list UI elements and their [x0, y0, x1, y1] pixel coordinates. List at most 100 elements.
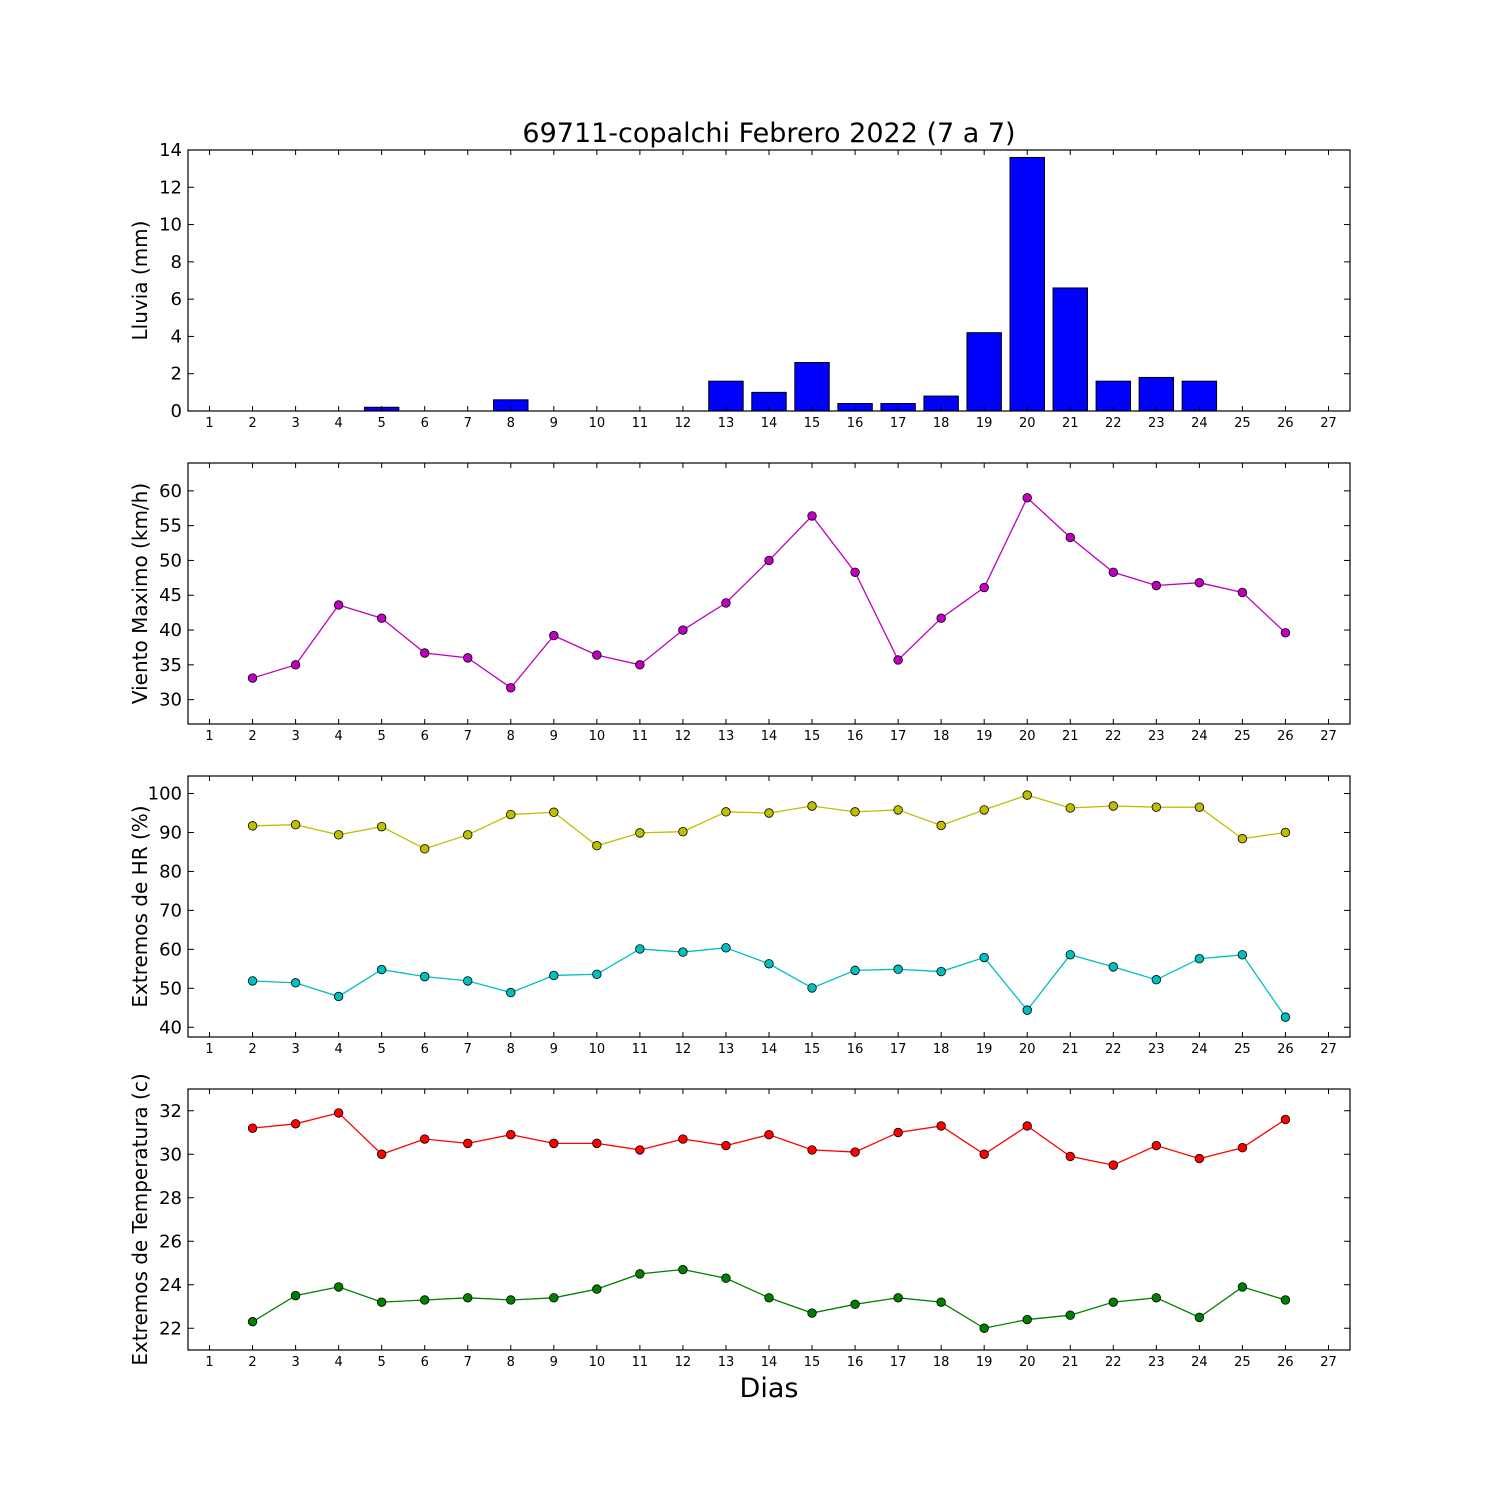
humidity-series-0-point-14	[764, 808, 774, 818]
humidity-series-0-point-17	[893, 805, 903, 815]
temperature-series-1-point-12	[678, 1264, 688, 1275]
temperature-series-0-point-7	[463, 1138, 473, 1149]
humidity-series-1-point-26	[1280, 1012, 1291, 1022]
rain-xtick-label: 12	[675, 416, 692, 431]
humidity-xtick-label: 14	[761, 1042, 778, 1057]
temperature-series-0-point-24	[1194, 1153, 1205, 1164]
wind-panel: 1 2 3 4 5 6 7 8 9 10 11 12 13 14 15 16 17 18 19 20 21 22 23 24 2…	[128, 462, 1351, 744]
humidity-xtick-label: 6	[421, 1042, 429, 1057]
rain-ytick-label: 12	[159, 177, 182, 198]
wind-series-0-point-19	[979, 582, 989, 593]
temperature-series-0-point-25	[1237, 1143, 1248, 1153]
humidity-xtick-label: 8	[507, 1042, 515, 1057]
temperature-xtick-label: 3	[291, 1355, 299, 1370]
humidity-series-0-point-9	[549, 807, 559, 817]
rain-xtick-label: 10	[589, 416, 606, 431]
temperature-series-0-point-20	[1022, 1121, 1032, 1131]
temperature-series-0-point-13	[721, 1140, 731, 1151]
temperature-series-0-point-6	[420, 1134, 430, 1144]
rain-xtick-label: 3	[291, 416, 299, 431]
humidity-series-0-point-13	[721, 807, 731, 817]
humidity-series-1-point-11	[635, 944, 645, 954]
rain-xtick-label: 6	[421, 416, 429, 431]
wind-series-0-point-11	[635, 660, 645, 670]
humidity-xtick-label: 20	[1019, 1042, 1036, 1057]
humidity-series-1-point-7	[463, 976, 473, 986]
temperature-xtick-label: 2	[248, 1355, 256, 1370]
temperature-panel: 1 2 3 4 5 6 7 8 9 10 11 12 13 14 15 16 17 18 19 20 21 22 23 24 2…	[128, 1073, 1351, 1370]
temperature-series-1-point-8	[506, 1295, 516, 1305]
temperature-series-1-point-11	[635, 1269, 645, 1279]
rain-xtick-label: 17	[890, 416, 907, 431]
wind-ytick-label: 60	[159, 481, 182, 502]
wind-series-0-point-20	[1022, 493, 1032, 503]
temperature-series-1-point-15	[807, 1308, 817, 1318]
humidity-panel: 1 2 3 4 5 6 7 8 9 10 11 12 13 14 15 16 17 18 19 20 21 22 23 24 2…	[128, 775, 1351, 1057]
rain-bar-15	[794, 362, 830, 412]
humidity-xtick-label: 7	[464, 1042, 472, 1057]
humidity-ytick-label: 50	[159, 978, 182, 999]
temperature-series-0-point-3	[290, 1119, 301, 1129]
humidity-series-0-point-24	[1194, 802, 1205, 812]
humidity-series-0-point-3	[290, 819, 301, 830]
temperature-series-1-point-25	[1237, 1282, 1248, 1292]
temperature-series-0-point-9	[549, 1138, 559, 1149]
wind-ytick-label: 45	[159, 585, 182, 606]
wind-xtick-label: 27	[1320, 729, 1337, 744]
humidity-xtick-label: 19	[976, 1042, 993, 1057]
wind-series-0-point-9	[549, 630, 559, 641]
rain-y-axis-label: Lluvia (mm)	[128, 221, 152, 341]
temperature-series-1-point-5	[376, 1297, 387, 1307]
temperature-series-0-point-21	[1065, 1151, 1075, 1162]
temperature-xtick-label: 4	[334, 1355, 342, 1370]
temperature-ytick-label: 24	[159, 1275, 182, 1296]
wind-xtick-label: 17	[890, 729, 907, 744]
humidity-series-0-point-4	[333, 830, 344, 840]
rain-xtick-label: 11	[632, 416, 649, 431]
humidity-xtick-label: 22	[1105, 1042, 1122, 1057]
rain-xtick-label: 13	[718, 416, 735, 431]
x-axis-label: Dias	[740, 1373, 799, 1404]
humidity-series-0-point-2	[247, 821, 258, 831]
wind-series-0-point-15	[807, 511, 817, 521]
temperature-xtick-label: 19	[976, 1355, 993, 1370]
temperature-series-1-point-26	[1280, 1295, 1291, 1305]
wind-xtick-label: 1	[205, 729, 213, 744]
humidity-xtick-label: 1	[205, 1042, 213, 1057]
humidity-xtick-label: 3	[291, 1042, 299, 1057]
humidity-xtick-label: 26	[1277, 1042, 1294, 1057]
humidity-series-1-point-15	[807, 983, 817, 993]
humidity-ytick-label: 90	[159, 822, 182, 843]
wind-series-0-point-23	[1151, 580, 1162, 591]
humidity-y-axis-label: Extremos de HR (%)	[128, 805, 152, 1007]
temperature-series-0-point-18	[936, 1121, 946, 1131]
rain-xtick-label: 9	[550, 416, 558, 431]
humidity-series-1-point-16	[850, 965, 860, 976]
humidity-series-1-point-25	[1237, 950, 1248, 960]
rain-xtick-label: 18	[933, 416, 950, 431]
temperature-xtick-label: 12	[675, 1355, 692, 1370]
humidity-ytick-label: 40	[159, 1017, 182, 1038]
humidity-series-0-point-15	[807, 801, 817, 811]
temperature-xtick-label: 7	[464, 1355, 472, 1370]
temperature-series-1-point-14	[764, 1293, 774, 1303]
humidity-series-1-point-12	[678, 947, 688, 957]
humidity-xtick-label: 15	[804, 1042, 821, 1057]
temperature-series-1-point-9	[549, 1293, 559, 1303]
wind-series-0-point-2	[247, 673, 258, 683]
rain-panel: 1 2 3 4 5 6 7 8 9 10 11 12 13 14 15 16 17 18 19 20 21 22 23 24 2…	[128, 140, 1351, 431]
rain-ytick-label: 2	[171, 364, 182, 385]
temperature-series-0-point-23	[1151, 1140, 1162, 1151]
wind-xtick-label: 8	[507, 729, 515, 744]
rain-xtick-label: 2	[248, 416, 256, 431]
wind-xtick-label: 9	[550, 729, 558, 744]
humidity-series-0-point-20	[1022, 790, 1032, 800]
wind-series-0-point-4	[333, 600, 344, 610]
wind-xtick-label: 22	[1105, 729, 1122, 744]
temperature-series-1-point-2	[247, 1317, 258, 1327]
rain-xtick-label: 24	[1191, 416, 1208, 431]
wind-series-0-point-25	[1237, 587, 1248, 598]
wind-series-0-point-21	[1065, 532, 1075, 543]
temperature-ytick-label: 26	[159, 1231, 182, 1252]
temperature-series-0-point-22	[1108, 1160, 1118, 1170]
